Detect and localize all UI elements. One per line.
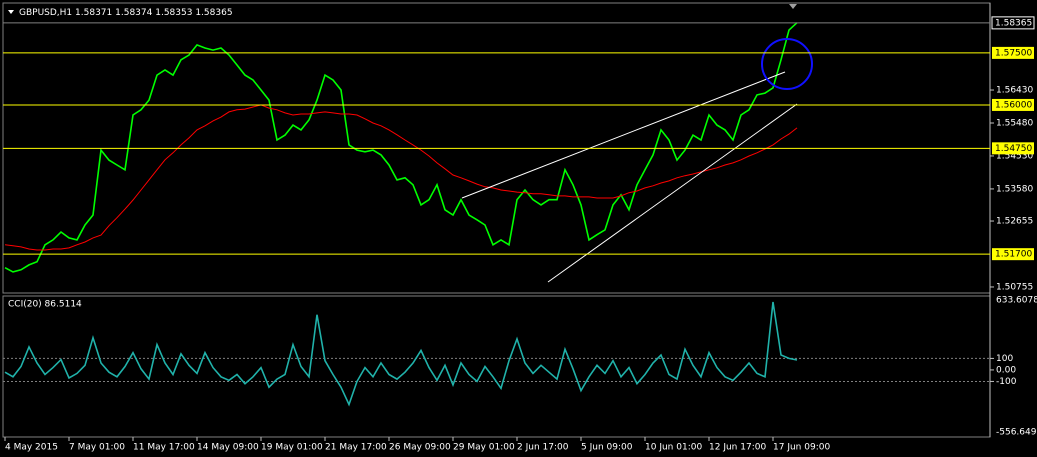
y-tick-label: 1.52655	[996, 217, 1033, 227]
y-limit-label: 633.6078	[996, 296, 1037, 306]
cci-title: CCI(20) 86.5114	[8, 300, 82, 310]
x-tick-label: 10 Jun 01:00	[645, 443, 702, 453]
chart-header: GBPUSD,H1 1.58371 1.58374 1.58353 1.5836…	[19, 8, 233, 18]
x-tick-label: 12 Jun 17:00	[709, 443, 766, 453]
series-line	[4, 22, 798, 273]
shift-marker	[789, 4, 797, 9]
last-price-label: 1.58365	[995, 18, 1032, 28]
x-tick-label: 26 May 09:00	[389, 443, 451, 453]
y-tick-label: 100	[996, 354, 1013, 364]
x-tick-label: 21 May 17:00	[325, 443, 387, 453]
level-tag	[992, 142, 1034, 155]
level-tag	[992, 248, 1034, 261]
y-limit-label: -556.6499	[996, 428, 1037, 438]
level-label: 1.56000	[995, 100, 1032, 110]
cci-panel	[2, 295, 991, 438]
level-label: 1.54750	[995, 144, 1032, 154]
highlight-circle	[761, 38, 813, 90]
series-line	[4, 301, 798, 407]
quote: 1.58353	[155, 8, 192, 18]
y-tick-label: 1.56430	[996, 86, 1033, 96]
level-tag	[992, 98, 1034, 111]
x-tick-label: 4 May 2015	[5, 443, 58, 453]
x-tick-label: 2 Jun 17:00	[517, 443, 569, 453]
series	[4, 22, 798, 407]
y-tick-label: -100	[996, 377, 1017, 387]
x-tick-label: 7 May 01:00	[69, 443, 125, 453]
menu-arrow	[8, 10, 14, 14]
level-label: 1.57500	[995, 48, 1032, 58]
x-tick-label: 5 Jun 09:00	[581, 443, 633, 453]
x-tick-label: 19 May 01:00	[261, 443, 323, 453]
y-tick-label: 1.54530	[996, 151, 1033, 161]
y-tick-label: 1.55480	[996, 118, 1033, 128]
level-label: 1.51700	[995, 250, 1032, 260]
y-tick-label: 1.53580	[996, 184, 1033, 194]
x-tick-label: 14 May 09:00	[197, 443, 259, 453]
x-tick-label: 29 May 01:00	[453, 443, 515, 453]
symbol: GBPUSD,H1	[19, 8, 72, 18]
y-tick-label: 1.50755	[996, 282, 1033, 292]
level-tag	[992, 46, 1034, 59]
x-tick-label: 17 Jun 09:00	[773, 443, 830, 453]
x-tick-label: 11 May 17:00	[133, 443, 195, 453]
series-line	[4, 104, 798, 251]
upper-trendline	[461, 71, 786, 199]
last-price-tag	[991, 16, 1035, 30]
quote: 1.58371	[75, 8, 112, 18]
quote: 1.58365	[195, 8, 232, 18]
quote: 1.58374	[115, 8, 152, 18]
lower-trendline	[547, 103, 798, 283]
y-tick-label: 0.00	[996, 365, 1016, 375]
